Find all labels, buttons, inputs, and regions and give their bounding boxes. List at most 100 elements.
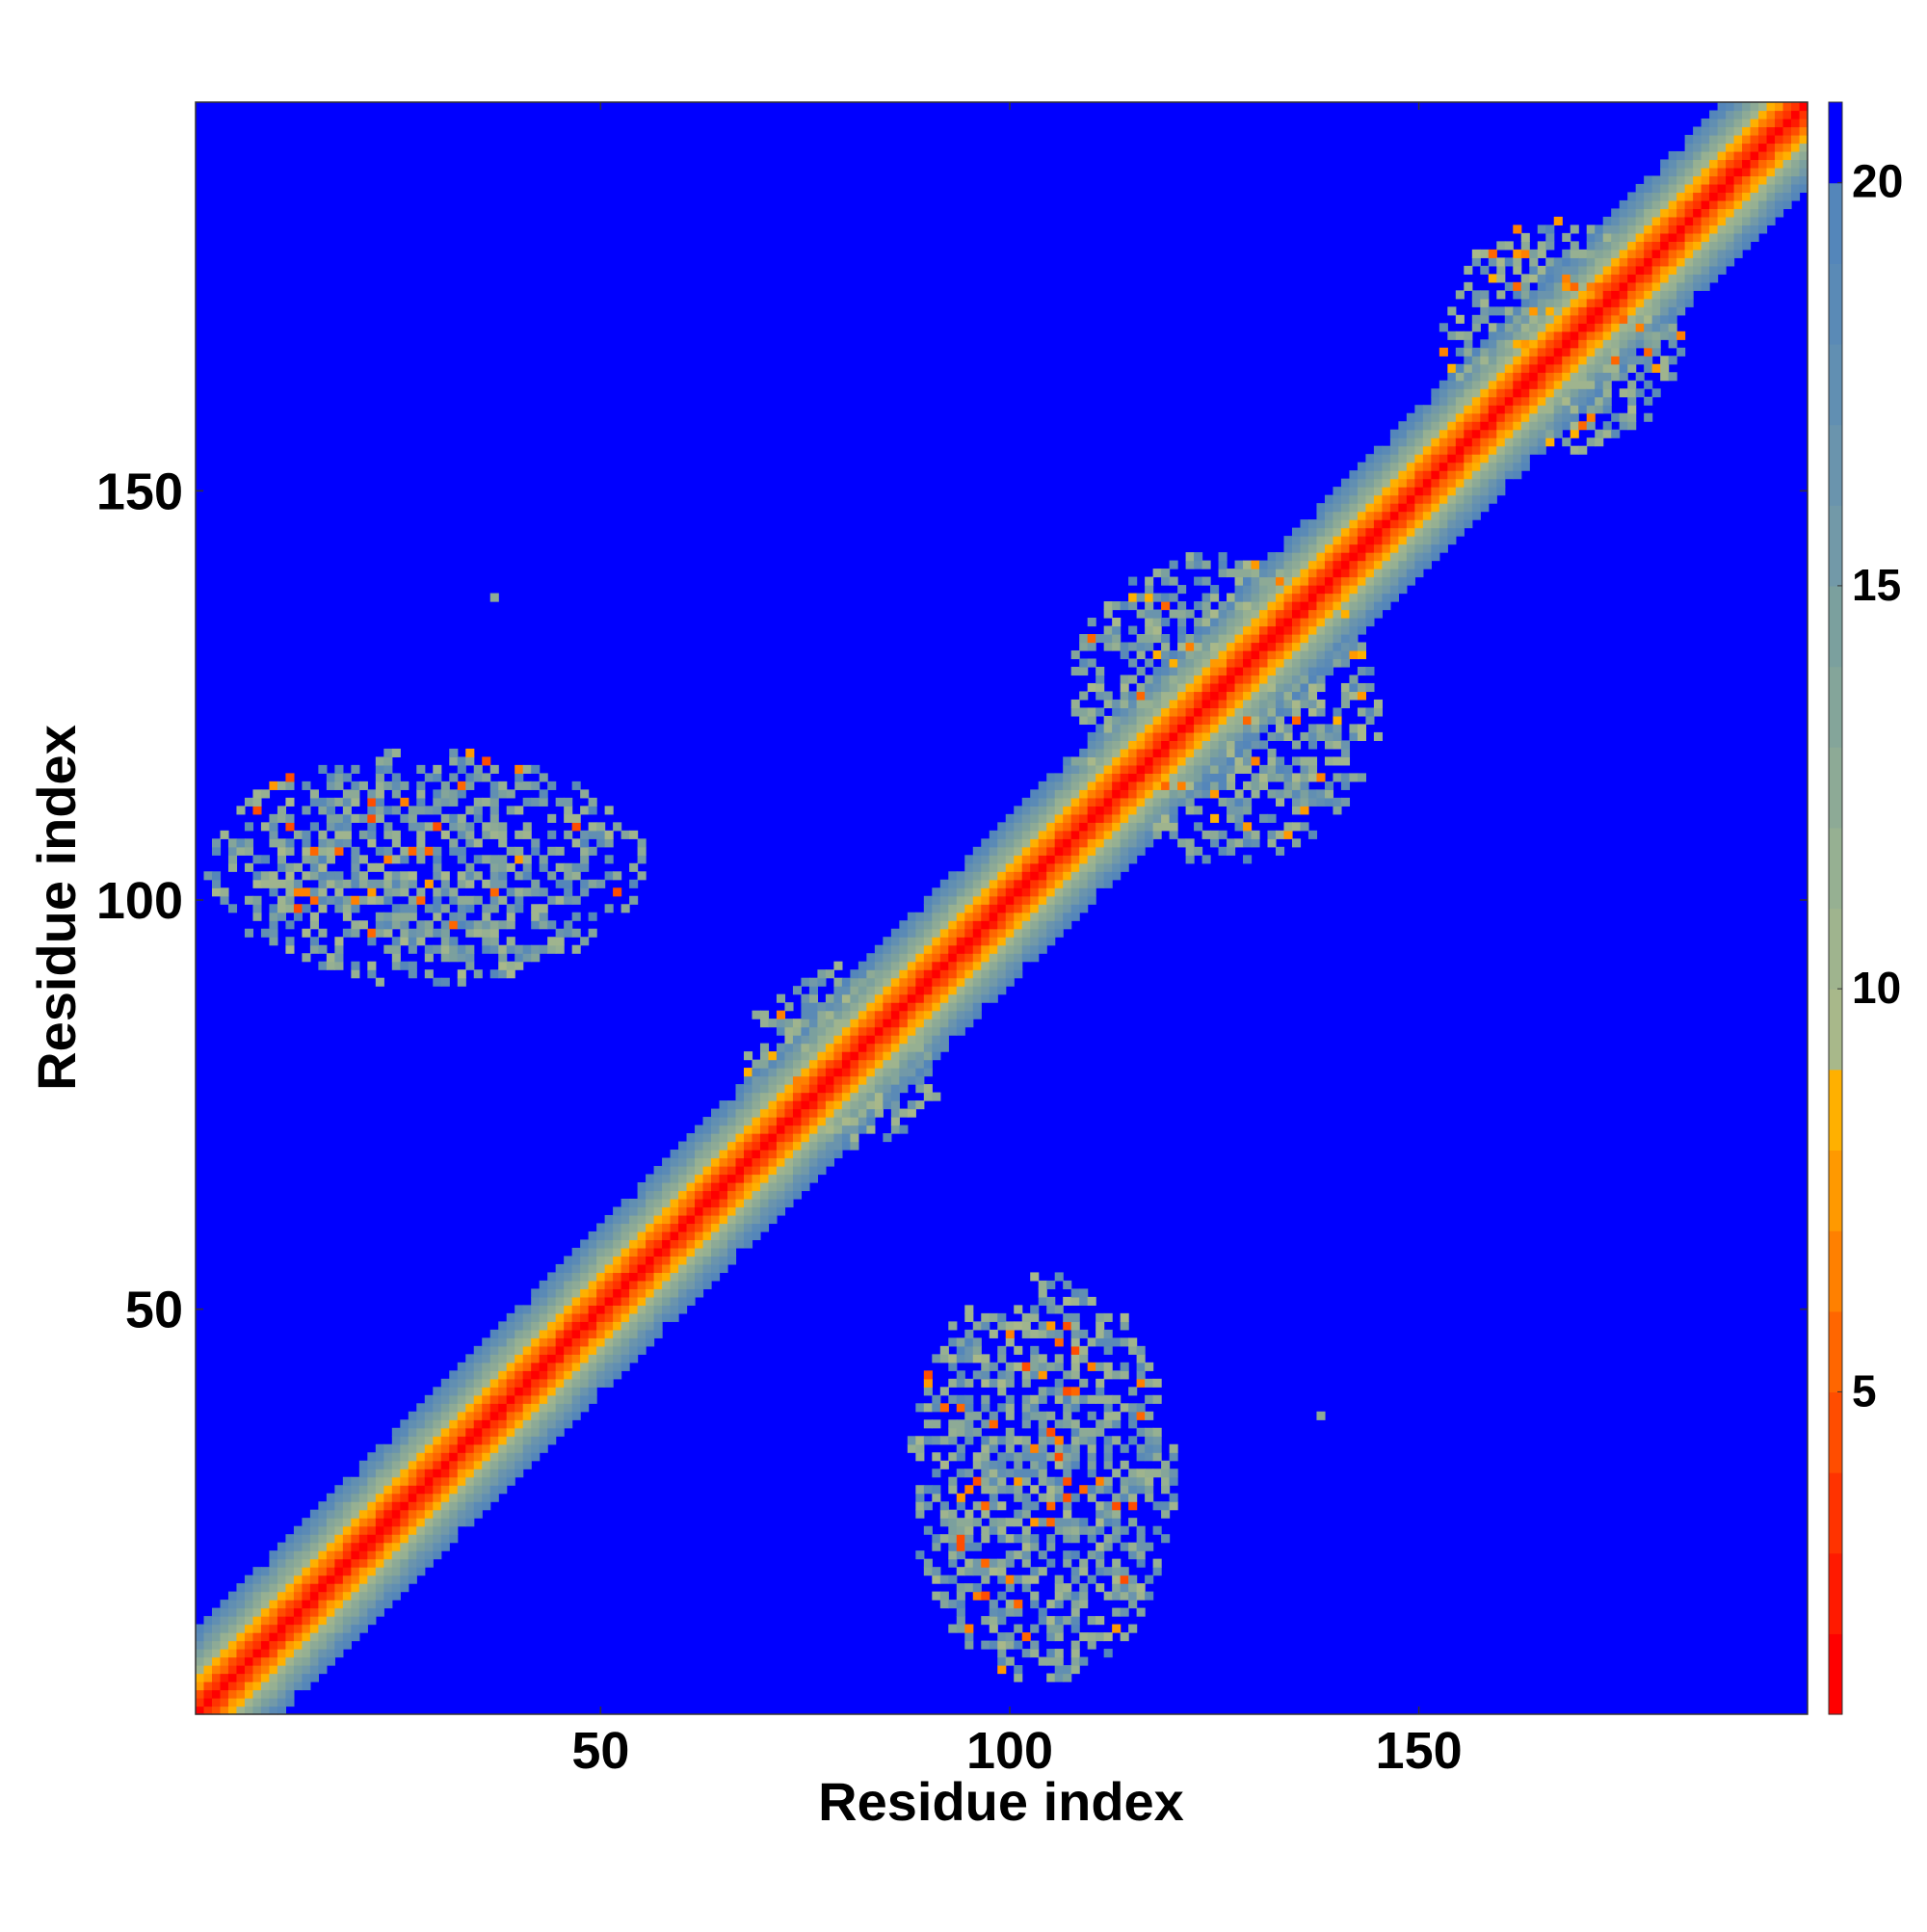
heatmap-cell [956,953,965,963]
heatmap-cell [1275,625,1285,635]
heatmap-cell [1307,519,1318,529]
heatmap-cell [1054,1624,1064,1633]
heatmap-cell [1447,412,1457,422]
heatmap-cell [489,1419,499,1429]
heatmap-cell [1185,658,1195,668]
heatmap-cell [1349,519,1359,529]
heatmap-cell [1030,928,1040,938]
heatmap-cell [1307,724,1318,733]
heatmap-cell [883,1075,892,1085]
heatmap-cell [1267,756,1277,766]
heatmap-cell [1414,519,1424,529]
heatmap-cell [792,1026,803,1036]
heatmap-cell [1267,764,1277,774]
heatmap-cell [1300,625,1309,635]
heatmap-cell [1021,871,1031,881]
heatmap-cell [833,961,843,970]
heatmap-cell [662,1223,672,1232]
heatmap-cell [711,1239,721,1249]
heatmap-cell [482,1411,491,1420]
heatmap-cell [1145,1378,1154,1388]
heatmap-cell [1275,773,1285,782]
heatmap-cell [440,904,450,913]
heatmap-cell [1112,1411,1122,1420]
heatmap-cell [596,1370,606,1380]
heatmap-cell [358,1469,368,1478]
heatmap-cell [302,1656,311,1666]
heatmap-cell [334,871,344,881]
heatmap-cell [1194,699,1203,709]
heatmap-cell [1014,887,1023,897]
heatmap-cell [1340,576,1351,586]
heatmap-cell [981,1476,990,1486]
heatmap-cell [932,944,941,954]
heatmap-cell [522,1419,532,1429]
heatmap-cell [1234,789,1244,799]
heatmap-cell [260,822,271,832]
heatmap-cell [637,1231,647,1241]
heatmap-cell [1333,715,1342,726]
heatmap-cell [1038,879,1047,888]
heatmap-cell [1063,1411,1072,1420]
heatmap-cell [1005,1469,1015,1478]
heatmap-cell [424,1469,434,1478]
heatmap-cell [1201,675,1211,684]
heatmap-cell [515,1452,524,1462]
heatmap-cell [1488,487,1497,496]
heatmap-cell [1021,1436,1031,1445]
heatmap-cell [1128,1501,1138,1511]
heatmap-cell [1251,740,1260,750]
heatmap-cell [833,1035,843,1045]
heatmap-cell [1267,649,1277,660]
heatmap-cell [383,1542,393,1551]
heatmap-cell [277,1591,287,1601]
heatmap-cell [465,871,475,881]
heatmap-cell [1243,797,1253,807]
heatmap-cell [1128,625,1138,635]
heatmap-cell [1054,1329,1064,1338]
heatmap-cell [1210,756,1220,766]
heatmap-cell [915,1068,925,1077]
heatmap-cell [939,928,949,938]
heatmap-cell [997,1501,1007,1511]
heatmap-cell [506,1387,515,1396]
heatmap-cell [1201,625,1211,635]
heatmap-cell [334,830,344,839]
heatmap-cell [260,855,271,864]
heatmap-cell [1112,1370,1122,1380]
heatmap-cell [1307,569,1318,578]
heatmap-cell [964,977,974,987]
heatmap-cell [833,1084,843,1094]
heatmap-cell [309,895,319,905]
heatmap-cell [1070,887,1080,897]
heatmap-cell [1267,773,1277,782]
heatmap-cell [808,1026,819,1036]
heatmap-cell [539,1305,548,1314]
heatmap-cell [1406,536,1415,545]
heatmap-cell [792,1059,803,1069]
heatmap-cell [203,1640,213,1650]
heatmap-cell [400,1476,409,1486]
heatmap-cell [719,1206,728,1216]
heatmap-cell [440,1460,450,1469]
heatmap-cell [539,1370,548,1380]
heatmap-cell [236,1681,246,1691]
heatmap-cell [1251,666,1260,676]
heatmap-cell [678,1288,688,1298]
heatmap-cell [646,1288,655,1298]
heatmap-cell [817,1068,827,1077]
heatmap-cell [1046,895,1056,905]
heatmap-cell [318,1607,328,1617]
heatmap-cell [825,969,834,979]
heatmap-cell [678,1280,688,1289]
heatmap-cell [1283,691,1293,701]
heatmap-cell [981,1534,990,1544]
heatmap-cell [1227,649,1236,660]
heatmap-cell [547,895,557,905]
heatmap-cell [989,961,998,970]
heatmap-cell [784,1181,794,1192]
heatmap-cell [236,1640,246,1650]
heatmap-cell [1194,781,1203,790]
heatmap-cell [1185,666,1195,676]
heatmap-cell [457,855,466,864]
